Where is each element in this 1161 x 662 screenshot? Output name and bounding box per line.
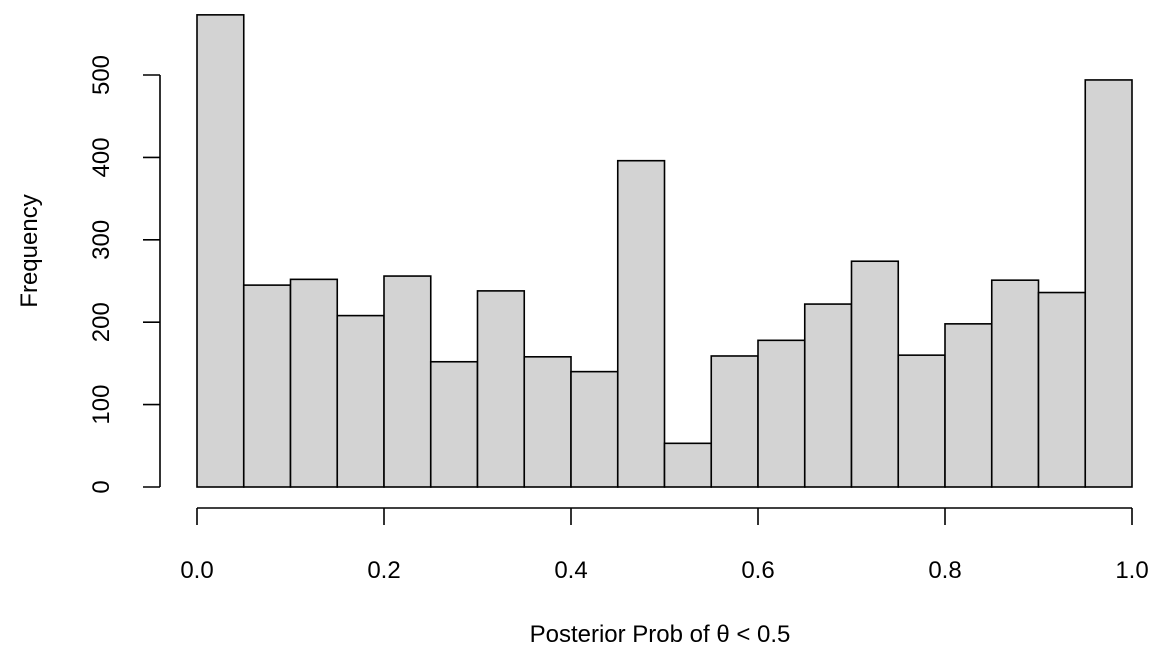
x-tick-label: 0.4 [554, 557, 587, 584]
y-axis-title: Frequency [16, 194, 43, 307]
histogram-bar [570, 370, 619, 488]
y-tick-label: 100 [88, 385, 115, 425]
histogram-bar [616, 159, 666, 488]
histogram-bar [476, 290, 526, 488]
y-axis: 0 100 200 300 400 500 [88, 55, 161, 494]
histogram-bar [196, 14, 245, 488]
histogram-bar [242, 284, 292, 488]
x-tick-label: 0.8 [928, 557, 961, 584]
histogram-bar [944, 323, 993, 488]
x-axis: 0.0 0.2 0.4 0.6 0.8 1.0 [180, 507, 1149, 584]
histogram-bar [1037, 291, 1087, 488]
x-tick-label: 0.0 [180, 557, 213, 584]
histogram-bar [757, 339, 806, 488]
histogram-bar [336, 314, 385, 488]
histogram-bar [429, 360, 479, 488]
histogram-bar [289, 278, 339, 488]
y-tick-label: 500 [88, 55, 115, 95]
histogram-bar [803, 303, 853, 488]
x-tick-label: 1.0 [1115, 557, 1148, 584]
histogram-bar [523, 356, 572, 488]
histogram-bar [663, 442, 713, 488]
y-tick-label: 0 [88, 480, 115, 493]
histogram-bar [1084, 79, 1133, 488]
histogram-bar [383, 275, 432, 488]
histogram-bar [850, 260, 900, 488]
y-tick-label: 300 [88, 220, 115, 260]
y-tick-label: 200 [88, 302, 115, 342]
x-tick-label: 0.2 [367, 557, 400, 584]
x-axis-title: Posterior Prob of θ < 0.5 [530, 621, 791, 648]
bars-group [196, 14, 1133, 488]
histogram-bar [897, 354, 946, 488]
histogram-bar [710, 355, 759, 488]
x-tick-label: 0.6 [741, 557, 774, 584]
y-tick-label: 400 [88, 137, 115, 177]
histogram-bar [990, 279, 1040, 488]
